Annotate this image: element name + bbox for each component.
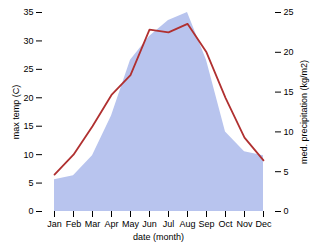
svg-text:10: 10 xyxy=(23,150,33,160)
svg-text:20: 20 xyxy=(284,47,294,57)
svg-text:10: 10 xyxy=(284,127,294,137)
svg-text:Feb: Feb xyxy=(66,219,82,229)
svg-text:Jan: Jan xyxy=(47,219,62,229)
svg-text:Jun: Jun xyxy=(142,219,157,229)
svg-text:Nov: Nov xyxy=(236,219,253,229)
svg-text:May: May xyxy=(122,219,140,229)
svg-text:25: 25 xyxy=(284,7,294,17)
svg-text:25: 25 xyxy=(23,64,33,74)
svg-text:20: 20 xyxy=(23,93,33,103)
svg-text:Jul: Jul xyxy=(163,219,175,229)
svg-text:5: 5 xyxy=(28,178,33,188)
svg-text:Apr: Apr xyxy=(104,219,118,229)
svg-text:15: 15 xyxy=(23,121,33,131)
svg-text:med. precipitation (kg/m2): med. precipitation (kg/m2) xyxy=(299,60,309,164)
svg-text:5: 5 xyxy=(284,167,289,177)
svg-text:0: 0 xyxy=(284,206,289,216)
svg-text:max temp (C): max temp (C) xyxy=(11,85,21,140)
svg-text:15: 15 xyxy=(284,87,294,97)
svg-text:date (month): date (month) xyxy=(133,232,184,242)
svg-text:Dec: Dec xyxy=(255,219,272,229)
svg-text:0: 0 xyxy=(28,206,33,216)
svg-text:Sep: Sep xyxy=(198,219,214,229)
svg-text:Mar: Mar xyxy=(85,219,101,229)
svg-text:30: 30 xyxy=(23,36,33,46)
svg-text:35: 35 xyxy=(23,7,33,17)
svg-text:Aug: Aug xyxy=(179,219,195,229)
svg-text:Oct: Oct xyxy=(218,219,233,229)
